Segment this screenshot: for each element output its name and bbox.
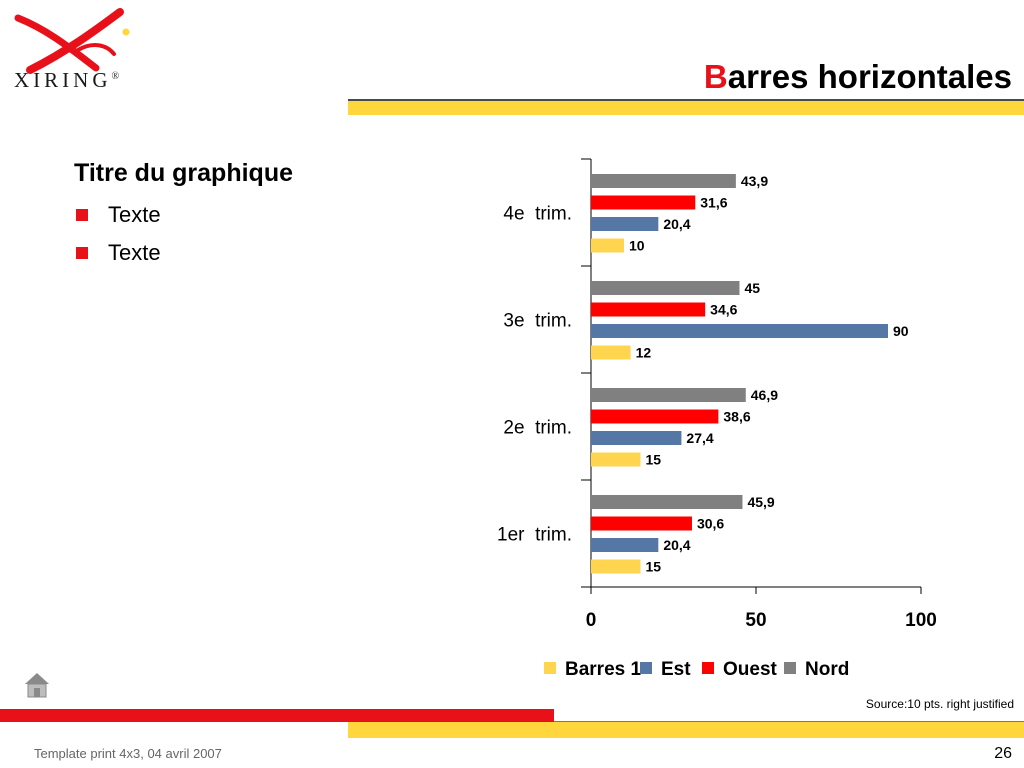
bar	[591, 516, 692, 531]
bullet-item: Texte	[76, 196, 161, 234]
bar	[591, 538, 659, 552]
footer-red-bar	[0, 709, 554, 722]
bar	[591, 302, 706, 317]
home-icon[interactable]	[24, 671, 50, 699]
bar	[591, 409, 719, 424]
x-tick-label: 100	[905, 610, 937, 631]
legend-swatch	[784, 662, 796, 674]
x-tick-label: 50	[745, 610, 766, 631]
data-label: 15	[646, 452, 662, 468]
legend-label: Barres 1	[565, 659, 641, 680]
xiring-logo-icon	[14, 8, 130, 74]
legend-label: Est	[661, 659, 691, 680]
data-label: 27,4	[686, 430, 713, 446]
data-label: 43,9	[741, 173, 768, 189]
footer-template-note: Template print 4x3, 04 avril 2007	[34, 746, 222, 761]
legend-label: Nord	[805, 659, 849, 680]
category-label: 4e trim.	[503, 204, 572, 225]
category-label: 3e trim.	[503, 311, 572, 332]
data-label: 12	[636, 345, 652, 361]
bar	[591, 345, 631, 360]
slide-title: Barres horizontales	[703, 58, 1012, 95]
category-label: 1er trim.	[497, 525, 572, 546]
legend-swatch	[702, 662, 714, 674]
legend-swatch	[544, 662, 556, 674]
bar	[591, 174, 736, 188]
page-number: 26	[994, 745, 1012, 762]
data-label: 90	[893, 323, 909, 339]
bar	[591, 388, 746, 402]
legend-label: Ouest	[723, 659, 778, 680]
bullet-item: Texte	[76, 234, 161, 272]
data-label: 46,9	[751, 387, 778, 403]
chart-heading: Titre du graphique	[74, 159, 293, 187]
title-accent-bar	[348, 101, 1024, 115]
footer-yellow-bar	[348, 722, 1024, 738]
data-label: 34,6	[710, 302, 737, 318]
square-bullet-icon	[76, 209, 88, 221]
footer-divider	[554, 721, 1024, 722]
data-label: 31,6	[700, 195, 727, 211]
source-note: Source:10 pts. right justified	[865, 697, 1014, 711]
bar	[591, 217, 659, 231]
bar	[591, 559, 641, 574]
x-tick-label: 0	[586, 610, 597, 631]
data-label: 10	[629, 238, 645, 254]
bar	[591, 195, 696, 210]
bullet-list: Texte Texte	[76, 196, 161, 272]
data-label: 38,6	[723, 409, 750, 425]
legend-swatch	[640, 662, 652, 674]
category-label: 2e trim.	[503, 418, 572, 439]
title-divider	[348, 99, 1024, 101]
data-label: 20,4	[663, 537, 690, 553]
bar	[591, 238, 624, 253]
bar	[591, 324, 888, 338]
bar	[591, 452, 641, 467]
square-bullet-icon	[76, 247, 88, 259]
bar	[591, 495, 743, 509]
data-label: 30,6	[697, 516, 724, 532]
brand-name: XIRING®	[14, 68, 120, 92]
data-label: 20,4	[663, 216, 690, 232]
data-label: 45	[745, 280, 761, 296]
bar	[591, 431, 682, 445]
data-label: 45,9	[747, 494, 774, 510]
data-label: 15	[646, 559, 662, 575]
bar	[591, 281, 740, 295]
